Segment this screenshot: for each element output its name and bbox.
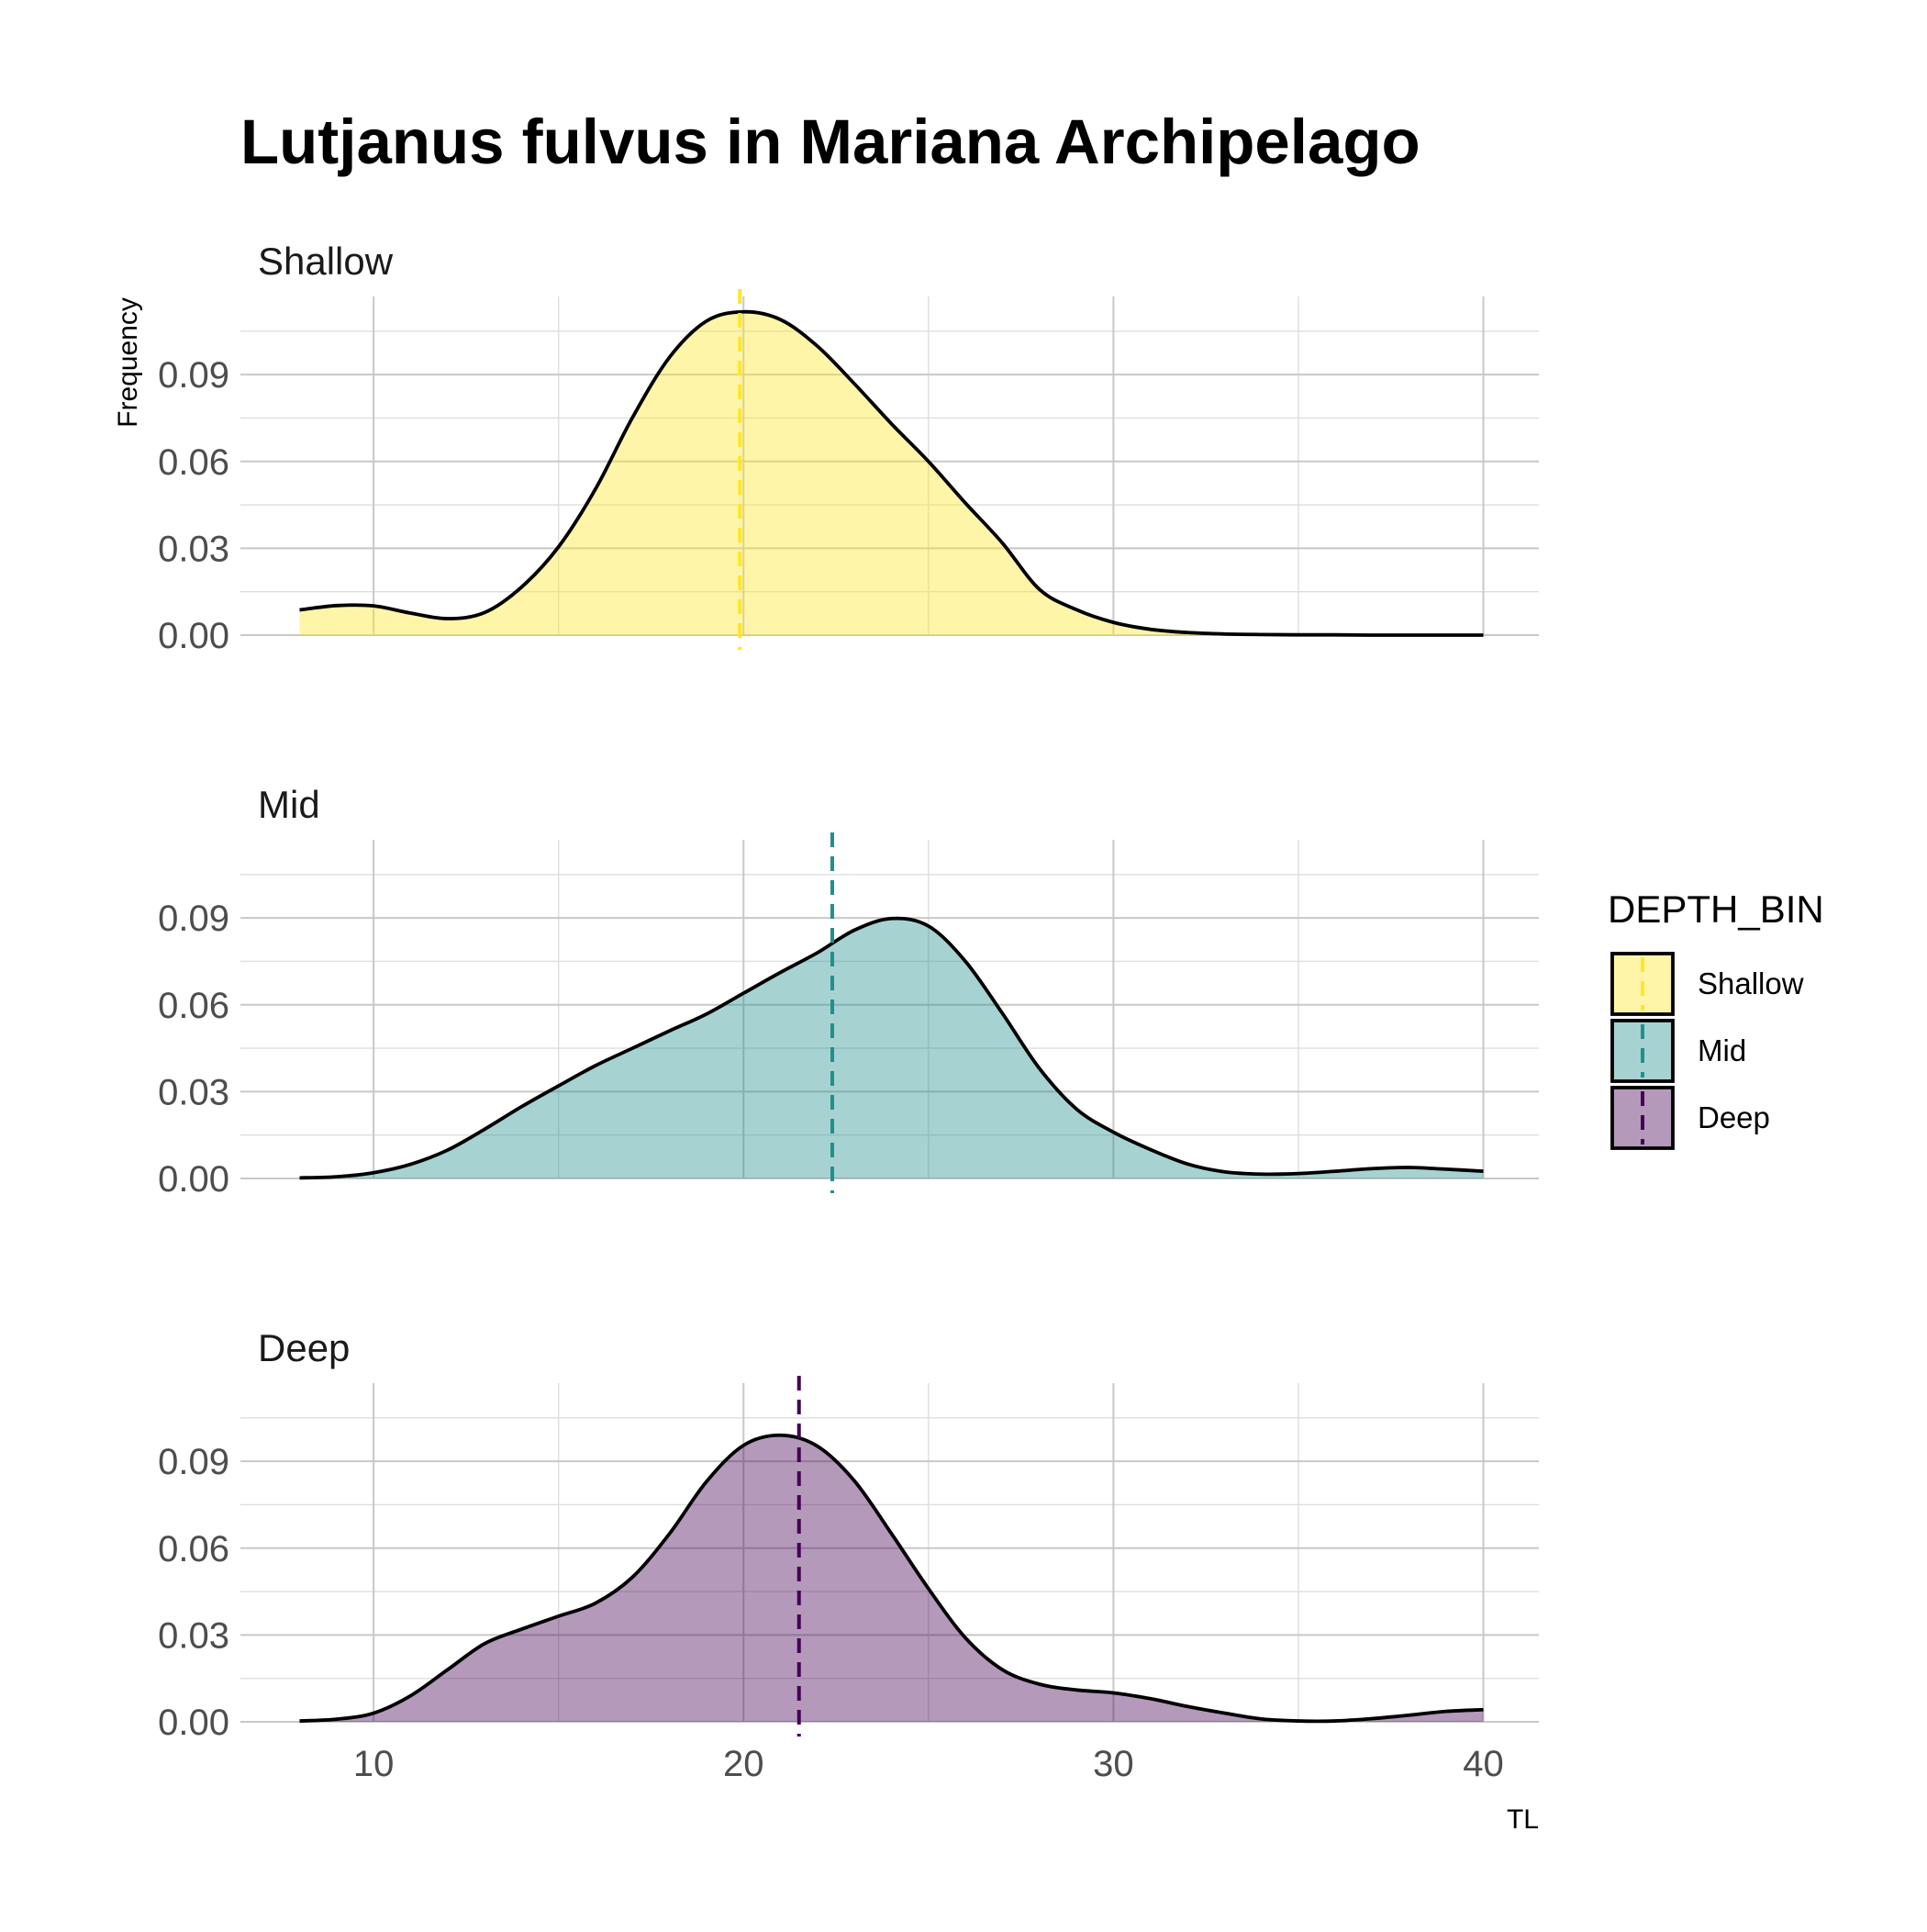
y-axis-label: Frequency: [113, 297, 143, 428]
density-area-deep: [299, 1435, 1484, 1722]
legend-label-shallow: Shallow: [1698, 966, 1804, 1000]
facet-panel-deep: Deep 0.00 0.03 0.06 0.09: [158, 1326, 1539, 1743]
facet-panels: Shallow 0.00 0.03 0.06 0.09 Mid 0.00 0.03 0.06 0.…: [158, 240, 1539, 1784]
x-tick-label: 20: [723, 1744, 764, 1784]
facet-title-shallow: Shallow: [258, 240, 394, 283]
legend-title: DEPTH_BIN: [1608, 888, 1824, 931]
chart-title: Lutjanus fulvus in Mariana Archipelago: [240, 106, 1420, 177]
legend-label-deep: Deep: [1698, 1100, 1770, 1134]
y-tick-label: 0.03: [158, 1615, 229, 1656]
x-tick-label: 30: [1093, 1744, 1134, 1784]
density-line-shallow: [299, 309, 1484, 637]
y-tick-label: 0.09: [158, 355, 229, 396]
y-tick-label: 0.06: [158, 1529, 229, 1569]
x-tick-label: 40: [1463, 1744, 1504, 1784]
density-line-mid: [299, 916, 1484, 1180]
y-tick-label: 0.03: [158, 529, 229, 569]
legend-item-mid: Mid: [1610, 1019, 1746, 1083]
y-tick-label: 0.03: [158, 1072, 229, 1112]
facet-panel-shallow: Shallow 0.00 0.03 0.06 0.09: [158, 240, 1539, 656]
y-tick-label: 0.06: [158, 442, 229, 483]
density-area-shallow: [299, 311, 1484, 636]
legend: DEPTH_BIN Shallow Mid Deep: [1608, 888, 1824, 1150]
density-area-mid: [299, 918, 1484, 1178]
x-tick-label: 10: [353, 1744, 395, 1784]
y-tick-label: 0.00: [158, 1703, 229, 1743]
facet-panel-mid: Mid 0.00 0.03 0.06 0.09: [158, 783, 1539, 1200]
density-line-deep: [299, 1433, 1484, 1724]
y-tick-label: 0.00: [158, 1159, 229, 1200]
y-tick-label: 0.09: [158, 1442, 229, 1482]
y-tick-label: 0.06: [158, 986, 229, 1026]
facet-title-deep: Deep: [258, 1326, 350, 1369]
y-tick-label: 0.00: [158, 616, 229, 656]
legend-item-shallow: Shallow: [1610, 952, 1804, 1016]
facet-title-mid: Mid: [258, 783, 320, 826]
legend-item-deep: Deep: [1610, 1086, 1770, 1150]
x-axis-label: TL: [1507, 1804, 1539, 1835]
y-tick-label: 0.09: [158, 899, 229, 939]
legend-label-mid: Mid: [1698, 1033, 1746, 1067]
